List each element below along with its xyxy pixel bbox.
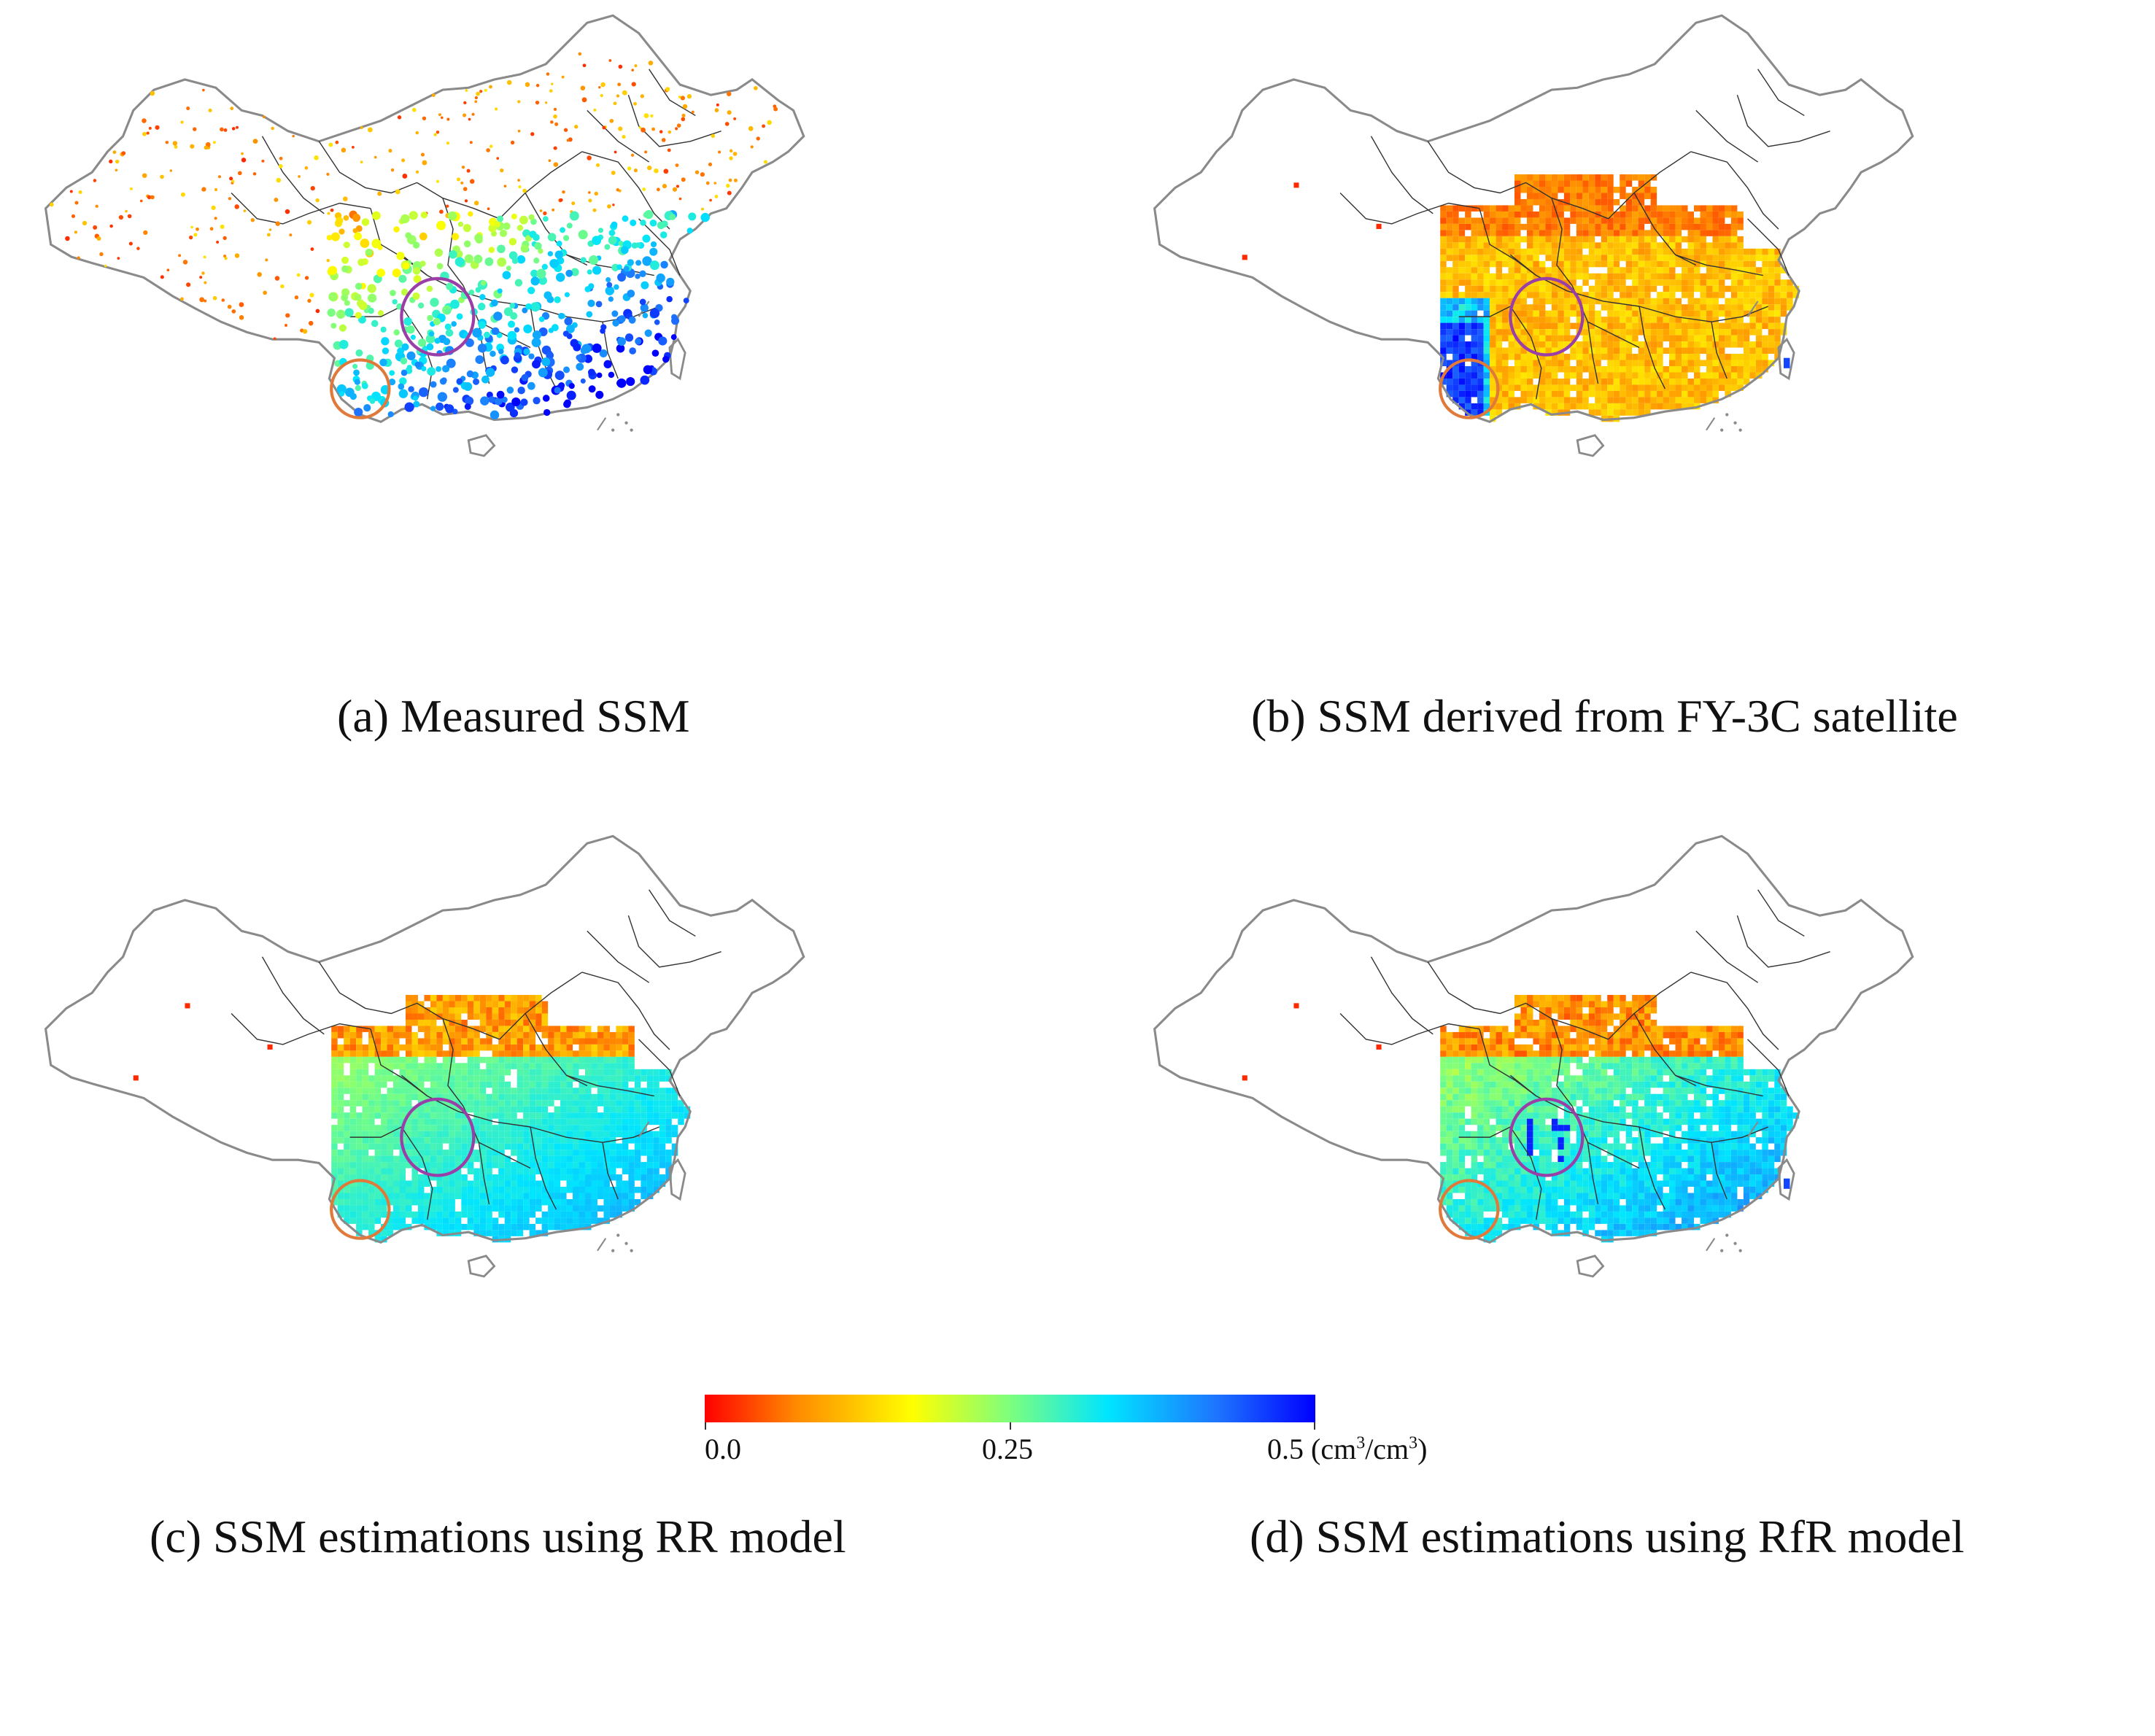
map-svg-b — [1153, 14, 1914, 457]
raster-layer — [1242, 174, 1800, 422]
highlight-circle-orange — [330, 1179, 391, 1240]
taiwan-outline — [1777, 1158, 1795, 1201]
station-points — [49, 52, 778, 420]
hainan-outline — [1576, 434, 1605, 457]
colorbar-label-min: 0.0 — [705, 1433, 741, 1465]
highlight-circle-purple — [400, 1097, 476, 1177]
hainan-outline — [467, 434, 496, 457]
country-outline — [44, 834, 805, 1244]
map-svg-c — [44, 834, 805, 1278]
highlight-circle-purple — [1509, 276, 1585, 357]
colorbar-label-max-unit: 0.5 (cm3/cm3) — [1267, 1432, 1428, 1466]
taiwan-outline — [1777, 337, 1795, 381]
highlight-circle-orange — [330, 358, 391, 419]
taiwan-outline — [668, 337, 686, 381]
highlight-circle-orange — [1439, 1179, 1500, 1240]
caption-panel-b: (b) SSM derived from FY-3C satellite — [1251, 690, 1958, 742]
colorbar-tick-min — [705, 1422, 706, 1430]
highlight-circle-purple — [1509, 1097, 1585, 1177]
colorbar-label-mid: 0.25 — [982, 1433, 1033, 1465]
map-panel-d — [1116, 828, 2152, 1426]
map-svg-d — [1153, 834, 1914, 1278]
country-outline — [1153, 834, 1914, 1244]
colorbar-tick-max — [1314, 1422, 1315, 1430]
map-panel-b — [1116, 7, 2152, 605]
map-panel-c — [7, 828, 1043, 1426]
taiwan-outline — [668, 1158, 686, 1201]
raster-layer — [133, 995, 691, 1243]
highlight-circle-purple — [400, 276, 476, 357]
raster-layer — [1242, 995, 1800, 1243]
colorbar — [705, 1395, 1315, 1422]
country-outline — [1153, 14, 1914, 424]
highlight-circle-orange — [1439, 358, 1500, 419]
colorbar-tick-mid — [1010, 1422, 1011, 1430]
country-outline — [44, 14, 805, 424]
hainan-outline — [467, 1255, 496, 1278]
province-boundaries — [231, 69, 721, 400]
colorbar-unit: (cm3/cm3) — [1311, 1433, 1428, 1465]
caption-panel-c: (c) SSM estimations using RR model — [150, 1511, 846, 1562]
colorbar-label-max: 0.5 — [1267, 1433, 1304, 1465]
map-svg-a — [44, 14, 805, 457]
caption-panel-a: (a) Measured SSM — [337, 690, 690, 742]
caption-panel-d: (d) SSM estimations using RfR model — [1250, 1511, 1965, 1562]
hainan-outline — [1576, 1255, 1605, 1278]
map-panel-a — [7, 7, 1043, 605]
